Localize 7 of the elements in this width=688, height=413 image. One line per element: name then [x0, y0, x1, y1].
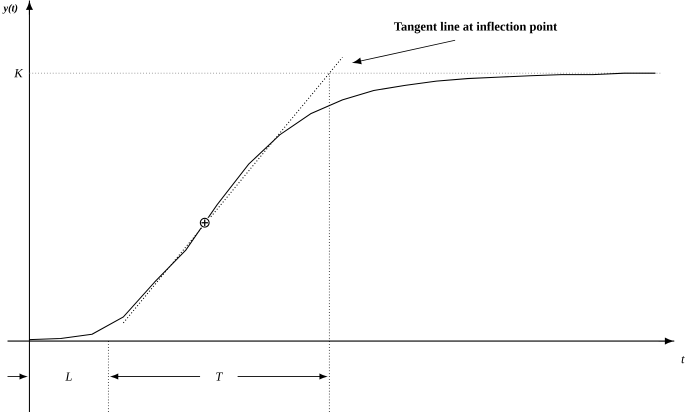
annotation: ⊕: [200, 218, 210, 228]
x-axis-title: t: [682, 356, 685, 364]
ref-line-label: K: [14, 69, 24, 78]
y-axis-title: y(t): [2, 4, 18, 14]
text: T: [216, 372, 224, 381]
text: Tangent line at inflection point: [394, 22, 558, 34]
text: L: [65, 372, 72, 381]
